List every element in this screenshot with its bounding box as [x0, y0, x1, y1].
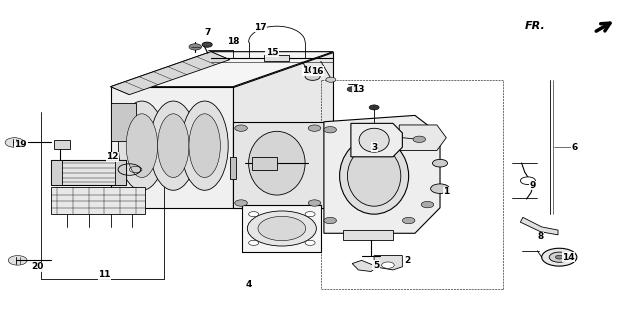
- Text: 12: 12: [106, 152, 119, 161]
- Circle shape: [421, 201, 434, 208]
- Circle shape: [347, 87, 357, 92]
- Text: 8: 8: [537, 232, 543, 241]
- Text: 11: 11: [98, 270, 111, 279]
- Text: 18: 18: [226, 37, 239, 46]
- Text: 6: 6: [572, 143, 578, 152]
- Ellipse shape: [189, 114, 220, 178]
- Circle shape: [403, 217, 415, 224]
- Text: 17: 17: [253, 23, 266, 32]
- Ellipse shape: [181, 101, 228, 190]
- Circle shape: [324, 217, 337, 224]
- Text: FR.: FR.: [525, 21, 545, 31]
- Polygon shape: [399, 125, 447, 150]
- Ellipse shape: [118, 101, 165, 190]
- Polygon shape: [242, 204, 321, 252]
- Circle shape: [258, 216, 306, 241]
- Polygon shape: [111, 52, 230, 95]
- Bar: [54, 140, 70, 149]
- Circle shape: [520, 177, 535, 185]
- Circle shape: [248, 240, 259, 245]
- Circle shape: [542, 248, 577, 266]
- Text: 7: 7: [204, 28, 211, 37]
- Bar: [343, 230, 393, 240]
- Circle shape: [549, 252, 569, 262]
- Text: 1: 1: [443, 188, 449, 196]
- Bar: [51, 160, 126, 186]
- Circle shape: [308, 200, 321, 206]
- Circle shape: [5, 138, 24, 147]
- Circle shape: [324, 126, 337, 133]
- Circle shape: [433, 159, 448, 167]
- Text: 2: 2: [404, 256, 411, 265]
- Circle shape: [305, 212, 315, 217]
- Circle shape: [202, 42, 212, 47]
- Ellipse shape: [126, 114, 158, 178]
- Circle shape: [247, 211, 316, 246]
- Ellipse shape: [340, 138, 409, 214]
- Text: 13: 13: [352, 85, 365, 94]
- Circle shape: [308, 125, 321, 131]
- Bar: [252, 157, 277, 170]
- Text: 10: 10: [302, 66, 314, 75]
- Circle shape: [305, 240, 315, 245]
- Text: 14: 14: [562, 253, 575, 262]
- Bar: [111, 103, 136, 141]
- Circle shape: [369, 105, 379, 110]
- Ellipse shape: [347, 146, 401, 206]
- Circle shape: [305, 73, 320, 80]
- Circle shape: [8, 256, 27, 265]
- Text: 16: 16: [311, 67, 324, 76]
- Ellipse shape: [359, 128, 389, 152]
- Circle shape: [555, 255, 563, 259]
- Text: 5: 5: [373, 261, 379, 270]
- Bar: [51, 160, 62, 186]
- Polygon shape: [374, 256, 403, 270]
- Polygon shape: [520, 217, 558, 235]
- Polygon shape: [111, 87, 233, 208]
- Text: 19: 19: [14, 140, 27, 149]
- Circle shape: [382, 262, 394, 268]
- Polygon shape: [233, 52, 333, 208]
- Ellipse shape: [158, 114, 189, 178]
- Polygon shape: [233, 122, 324, 208]
- Polygon shape: [111, 52, 333, 87]
- Text: 4: 4: [245, 280, 252, 289]
- Circle shape: [413, 136, 426, 142]
- Circle shape: [248, 212, 259, 217]
- Text: 15: 15: [265, 48, 278, 57]
- Bar: [115, 160, 126, 186]
- Polygon shape: [230, 157, 236, 179]
- Circle shape: [431, 184, 450, 194]
- Polygon shape: [352, 260, 377, 271]
- Polygon shape: [324, 116, 440, 233]
- Bar: [51, 187, 145, 214]
- Circle shape: [189, 44, 201, 50]
- Text: 3: 3: [372, 143, 378, 152]
- Text: 9: 9: [530, 181, 536, 190]
- Circle shape: [235, 125, 247, 131]
- Circle shape: [326, 77, 336, 82]
- Ellipse shape: [150, 101, 197, 190]
- Ellipse shape: [248, 131, 305, 195]
- Circle shape: [235, 200, 247, 206]
- Text: 20: 20: [31, 262, 43, 271]
- Bar: [264, 55, 289, 61]
- Polygon shape: [351, 123, 403, 157]
